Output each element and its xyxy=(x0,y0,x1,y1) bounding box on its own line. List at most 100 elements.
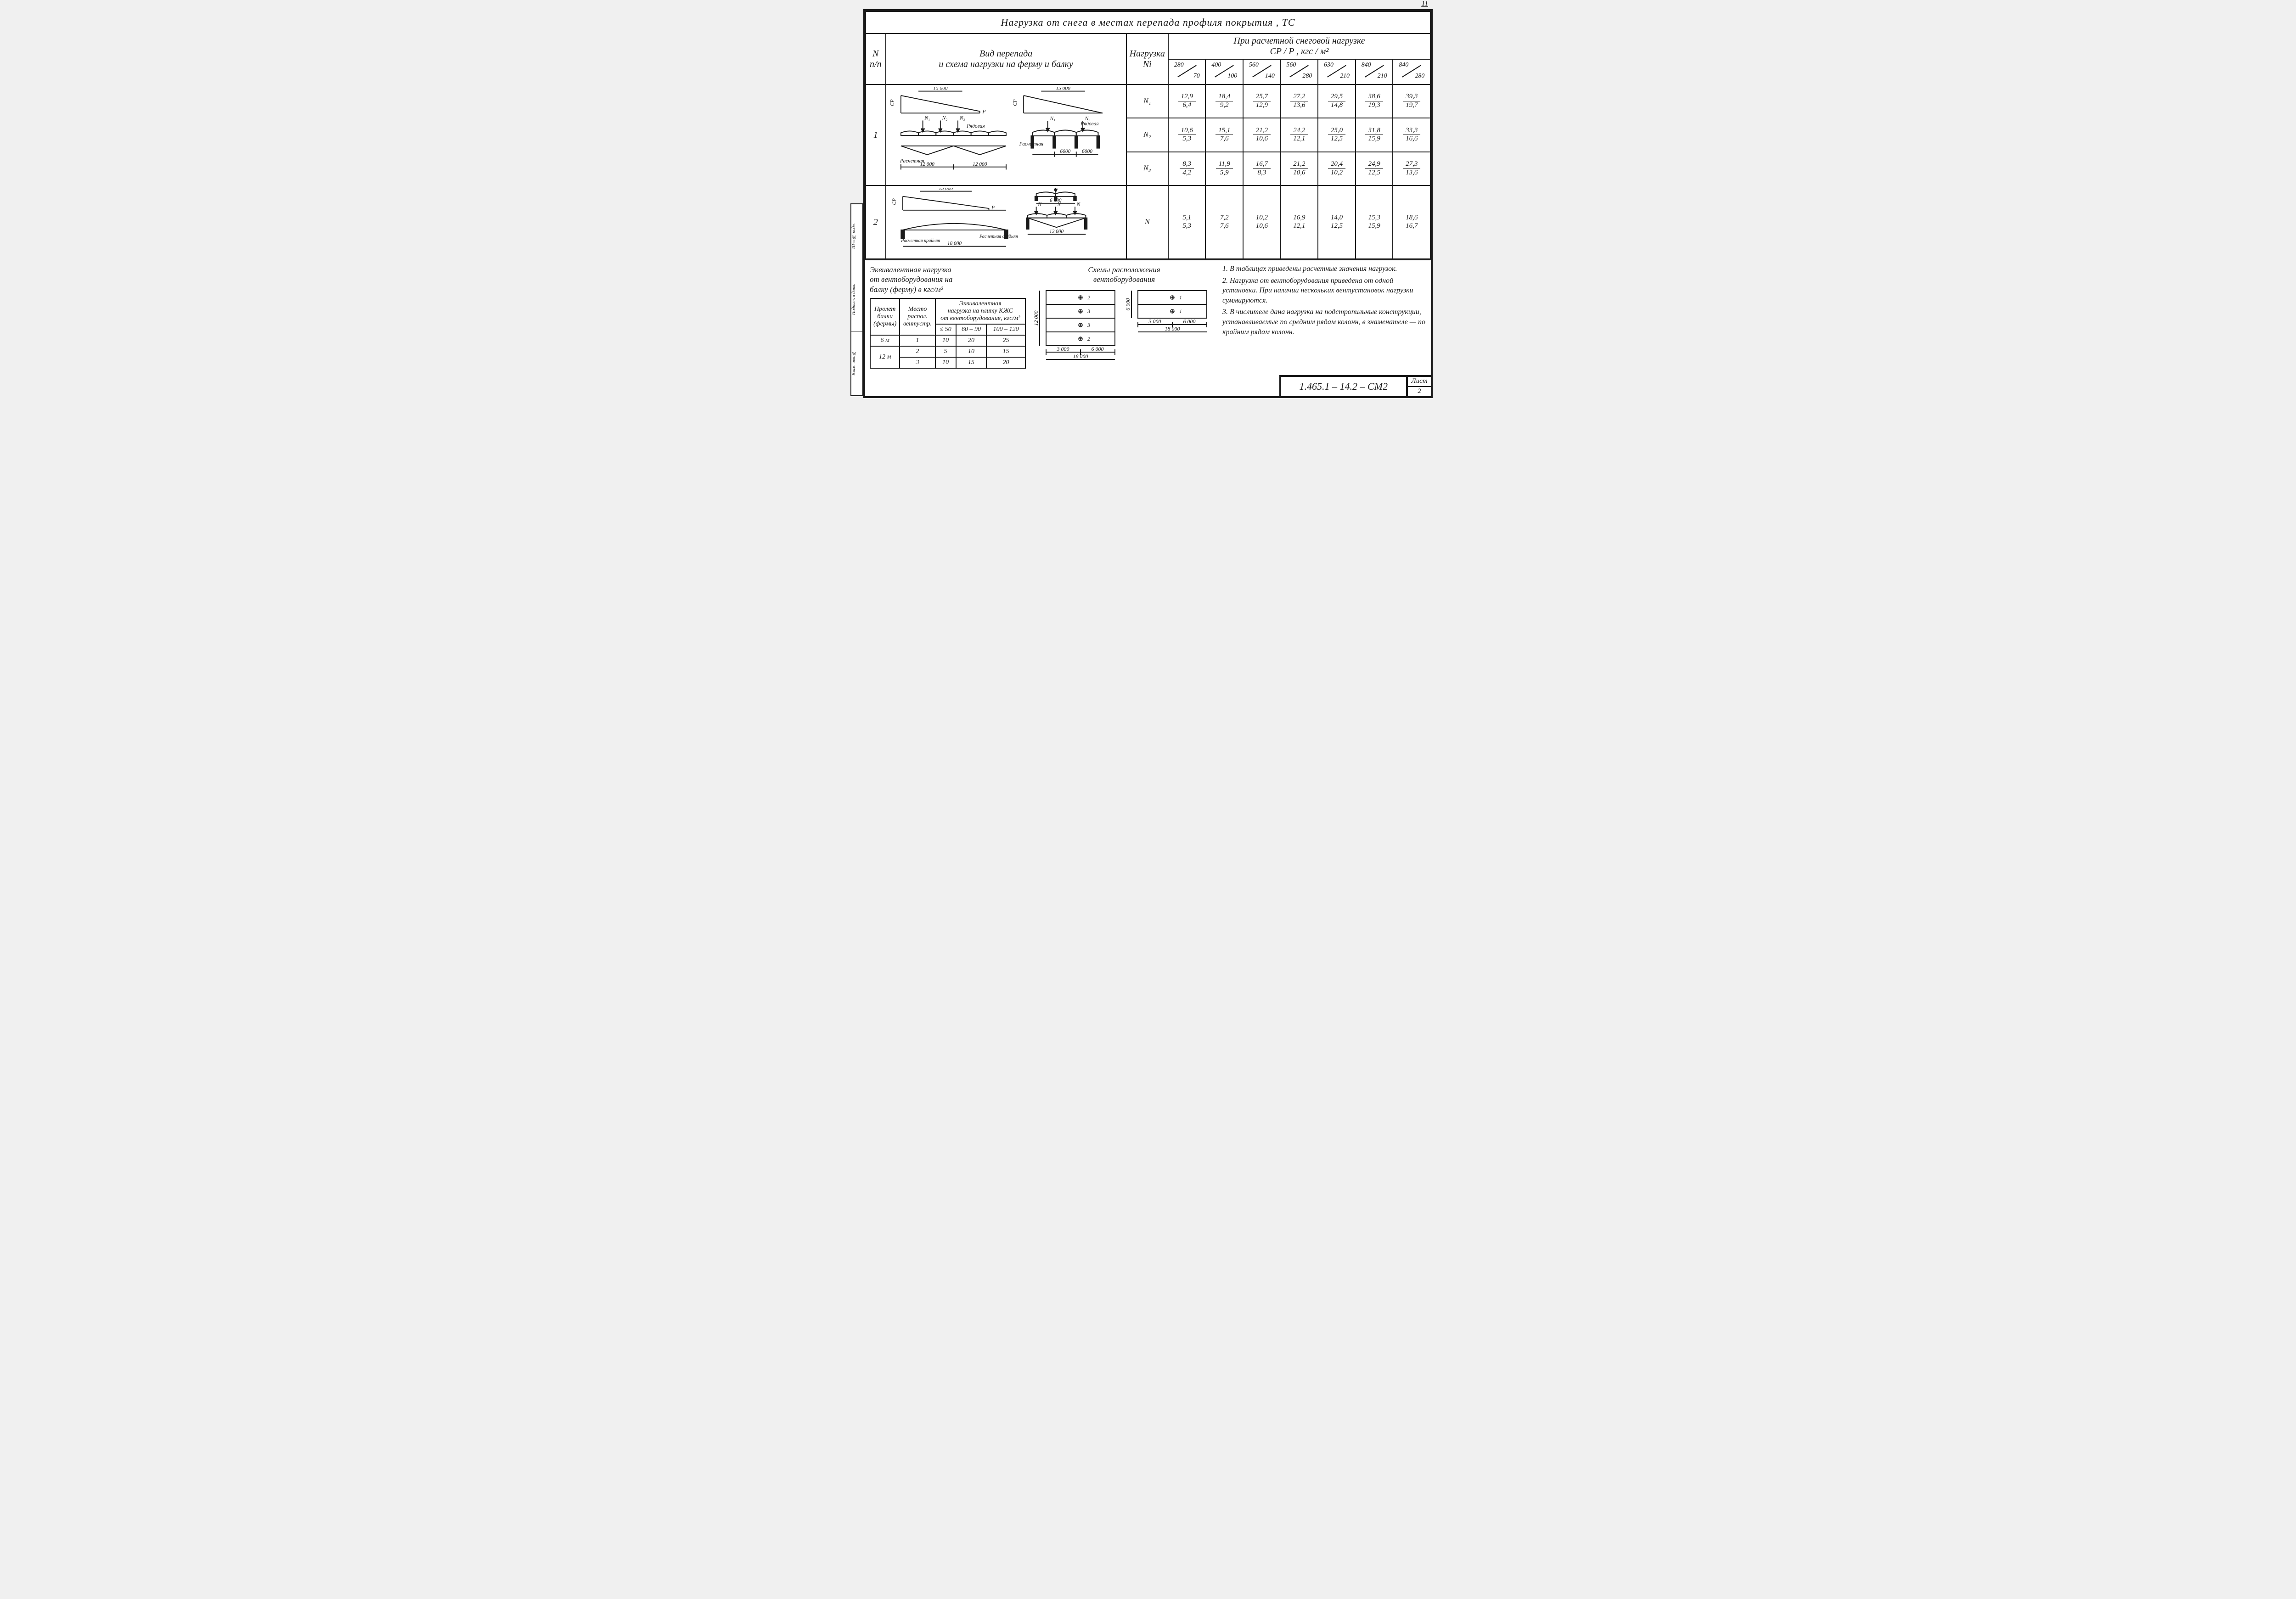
load-value: 33,316,6 xyxy=(1393,118,1430,151)
equip-table: Пролет балки (фермы) Место распол. венту… xyxy=(870,298,1026,369)
svg-text:CP: CP xyxy=(889,99,895,106)
load-value: 10,210,6 xyxy=(1243,185,1281,259)
load-value: 5,15,3 xyxy=(1168,185,1206,259)
load-value: 25,712,9 xyxy=(1243,84,1281,118)
row-id: 1 xyxy=(866,84,886,185)
svg-text:18 000: 18 000 xyxy=(1165,325,1180,332)
vent-scheme-svg: 2 3 3 2 12 000 3 000 6 000 18 000 xyxy=(1032,288,1216,371)
note-1: 1. В таблицах приведены расчетные значен… xyxy=(1222,264,1426,274)
equip-value: 20 xyxy=(986,357,1025,368)
load-value: 11,95,9 xyxy=(1205,152,1243,185)
equip-h-load: Эквивалентная нагрузка на плиту КЖС от в… xyxy=(935,298,1025,324)
equip-value: 10 xyxy=(956,346,987,357)
load-value: 16,78,3 xyxy=(1243,152,1281,185)
svg-text:N: N xyxy=(1057,202,1061,207)
equip-value: 15 xyxy=(956,357,987,368)
load-value: 18,49,2 xyxy=(1205,84,1243,118)
load-value: 8,34,2 xyxy=(1168,152,1206,185)
equip-value: 20 xyxy=(956,335,987,346)
svg-text:N: N xyxy=(1076,202,1080,207)
load-col-header: 28070 xyxy=(1168,59,1206,84)
hdr-ni: Нагрузка Ni xyxy=(1126,34,1168,84)
load-value: 21,210,6 xyxy=(1281,152,1318,185)
equip-value: 15 xyxy=(986,346,1025,357)
load-value: 21,210,6 xyxy=(1243,118,1281,151)
svg-text:N₁: N₁ xyxy=(924,116,930,121)
row-id: 2 xyxy=(866,185,886,259)
svg-text:12 000: 12 000 xyxy=(920,162,934,167)
svg-text:15 000: 15 000 xyxy=(1056,87,1070,91)
svg-text:12 000: 12 000 xyxy=(973,162,987,167)
svg-text:2: 2 xyxy=(1087,294,1090,301)
svg-text:P: P xyxy=(991,205,995,211)
binding-strip: Ш-в.№ подл. Подпись и дата Взам. инв.№ xyxy=(850,203,863,396)
load-value: 18,616,7 xyxy=(1393,185,1430,259)
load-col-header: 840280 xyxy=(1393,59,1430,84)
ni-label: N xyxy=(1126,185,1168,259)
svg-text:Расчетная крайняя: Расчетная крайняя xyxy=(900,238,940,243)
equip-h-span: Пролет балки (фермы) xyxy=(870,298,900,335)
svg-text:6000: 6000 xyxy=(1060,149,1070,154)
svg-text:3: 3 xyxy=(1087,322,1090,328)
svg-text:12 000: 12 000 xyxy=(1033,310,1039,325)
equip-col-header: ≤ 50 xyxy=(935,324,956,335)
svg-text:6 000: 6 000 xyxy=(1092,346,1104,352)
svg-text:CP: CP xyxy=(892,198,897,205)
lower-section: Эквивалентная нагрузка от вентоборудован… xyxy=(865,259,1431,373)
equip-col-header: 100 – 120 xyxy=(986,324,1025,335)
hdr-vid: Вид перепада и схема нагрузки на ферму и… xyxy=(886,34,1126,84)
svg-text:6 000: 6 000 xyxy=(1183,318,1196,325)
svg-text:Расчетная средняя: Расчетная средняя xyxy=(979,234,1018,239)
ni-label: N₃ xyxy=(1126,152,1168,185)
equip-value: 10 xyxy=(935,335,956,346)
svg-text:18 000: 18 000 xyxy=(947,241,962,247)
load-col-header: 560140 xyxy=(1243,59,1281,84)
load-value: 15,315,9 xyxy=(1356,185,1393,259)
bind-field: Подпись и дата xyxy=(851,268,862,331)
equip-title: Эквивалентная нагрузка от вентоборудован… xyxy=(870,265,1026,294)
svg-text:CP: CP xyxy=(1013,99,1018,106)
load-col-header: 630210 xyxy=(1318,59,1356,84)
svg-text:2: 2 xyxy=(1087,336,1090,342)
load-value: 29,514,8 xyxy=(1318,84,1356,118)
load-value: 24,912,5 xyxy=(1356,152,1393,185)
svg-text:N₃: N₃ xyxy=(1084,116,1090,122)
load-value: 10,65,3 xyxy=(1168,118,1206,151)
equip-value: 5 xyxy=(935,346,956,357)
load-value: 15,17,6 xyxy=(1205,118,1243,151)
load-value: 14,012,5 xyxy=(1318,185,1356,259)
page-number: 11 xyxy=(1421,0,1428,8)
load-value: 39,319,7 xyxy=(1393,84,1430,118)
notes: 1. В таблицах приведены расчетные значен… xyxy=(1222,264,1426,339)
svg-text:18 000: 18 000 xyxy=(1073,353,1088,359)
load-value: 20,410,2 xyxy=(1318,152,1356,185)
svg-text:12 000: 12 000 xyxy=(1049,229,1064,234)
load-value: 16,912,1 xyxy=(1281,185,1318,259)
load-value: 24,212,1 xyxy=(1281,118,1318,151)
ni-label: N₁ xyxy=(1126,84,1168,118)
svg-text:15 000: 15 000 xyxy=(933,87,948,91)
ni-label: N₂ xyxy=(1126,118,1168,151)
note-3: 3. В числителе дана нагрузка на подстроп… xyxy=(1222,307,1426,337)
svg-text:1: 1 xyxy=(1179,308,1182,314)
scheme-column: Схемы расположения вентоборудования xyxy=(1032,264,1216,373)
load-col-header: 840210 xyxy=(1356,59,1393,84)
equip-place: 2 xyxy=(900,346,935,357)
bind-field: Ш-в.№ подл. xyxy=(851,204,862,268)
hdr-npp: N п/п xyxy=(866,34,886,84)
equip-place: 1 xyxy=(900,335,935,346)
equip-place: 3 xyxy=(900,357,935,368)
load-value: 7,27,6 xyxy=(1205,185,1243,259)
sheet-label: Лист xyxy=(1408,377,1431,387)
title-block: 1.465.1 – 14.2 – СМ2 Лист 2 xyxy=(1279,375,1433,398)
load-value: 25,012,5 xyxy=(1318,118,1356,151)
scheme-title: Схемы расположения вентоборудования xyxy=(1032,265,1216,285)
svg-text:P: P xyxy=(982,109,985,114)
svg-text:3 000: 3 000 xyxy=(1057,346,1069,352)
equip-col-header: 60 – 90 xyxy=(956,324,987,335)
table-title: Нагрузка от снега в местах перепада проф… xyxy=(866,11,1430,34)
svg-text:3 000: 3 000 xyxy=(1148,318,1161,325)
equip-value: 25 xyxy=(986,335,1025,346)
diagram-cell: 15 000 CP P Расчетная крайняя Расчетная … xyxy=(886,185,1126,259)
load-value: 27,213,6 xyxy=(1281,84,1318,118)
